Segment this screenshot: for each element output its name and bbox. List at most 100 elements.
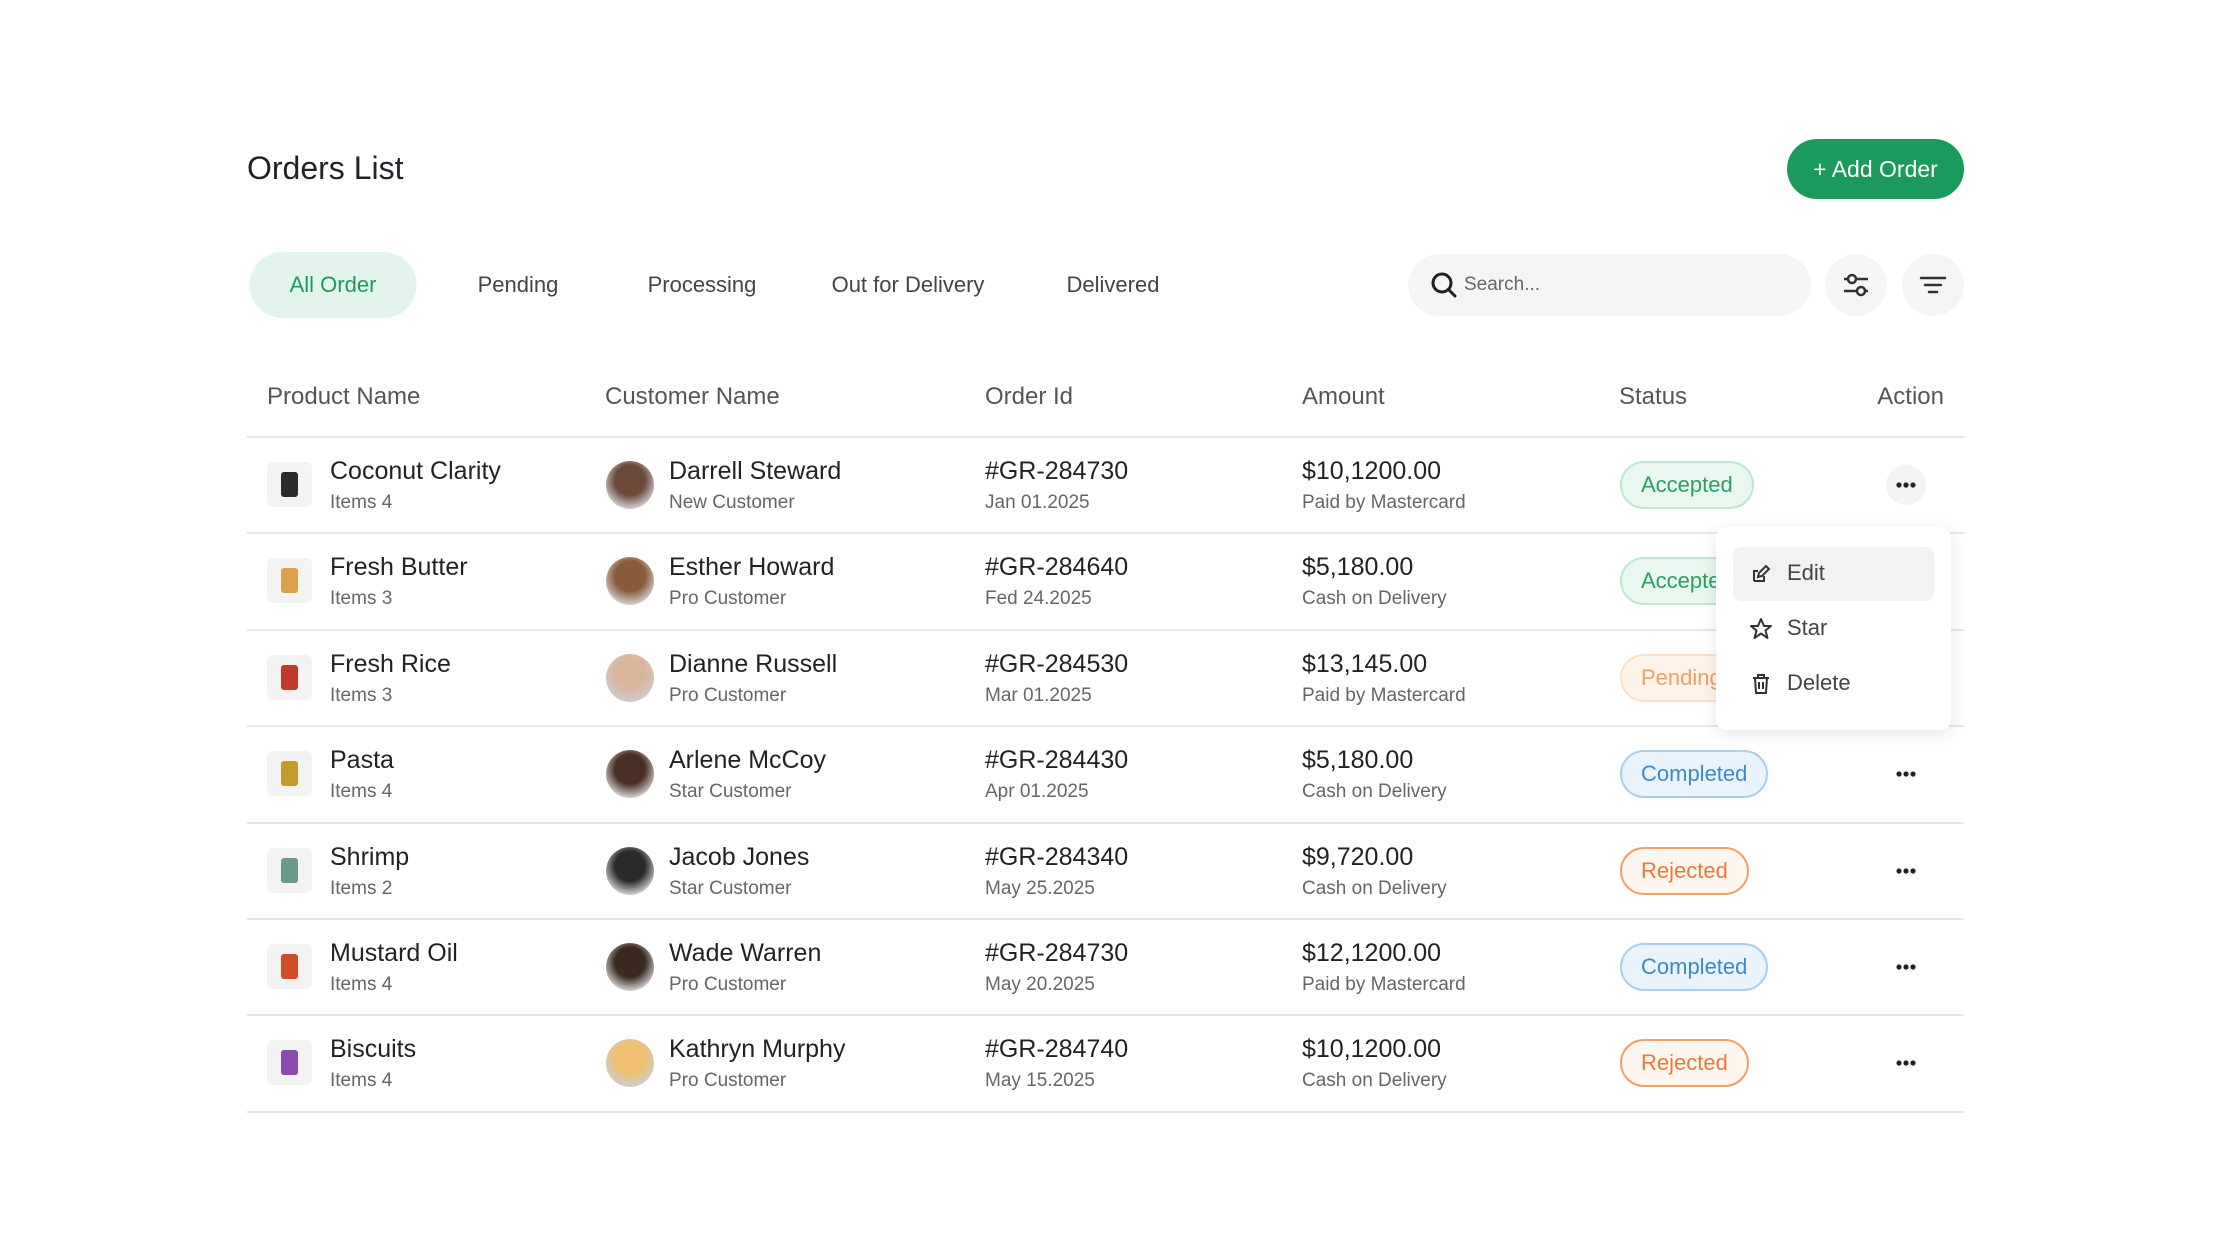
action-button[interactable] — [1886, 947, 1926, 987]
menu-item[interactable]: Edit — [1787, 560, 1825, 585]
amount: $5,180.00 — [1302, 746, 1414, 775]
customer-name: Jacob Jones — [669, 842, 810, 871]
tab[interactable]: Out for Delivery — [831, 272, 985, 297]
status-badge: Rejected — [1620, 1039, 1749, 1088]
product-image — [267, 558, 312, 604]
order-date: May 25.2025 — [985, 877, 1095, 899]
column-header: Customer Name — [605, 383, 780, 410]
product-items: Items 4 — [330, 781, 393, 803]
customer-avatar — [606, 943, 654, 991]
amount: $5,180.00 — [1302, 553, 1414, 582]
page-title: Orders List — [247, 150, 404, 186]
menu-item[interactable]: Star — [1787, 615, 1828, 640]
action-button[interactable] — [1886, 1043, 1926, 1083]
row-divider — [247, 532, 1964, 535]
product-image — [267, 462, 312, 507]
action-button[interactable] — [1886, 851, 1926, 891]
tab[interactable]: Processing — [647, 272, 757, 297]
order-date: May 15.2025 — [985, 1070, 1095, 1092]
product-icon — [281, 761, 298, 787]
product-icon — [281, 664, 298, 690]
order-date: May 20.2025 — [985, 974, 1095, 995]
more-icon — [1896, 867, 1916, 874]
customer-avatar — [606, 653, 654, 702]
column-header: Action — [1877, 383, 1944, 410]
customer-name: Wade Warren — [669, 939, 822, 967]
customer-type: Pro Customer — [669, 684, 787, 706]
more-icon — [1896, 482, 1916, 488]
order-id: #GR-284430 — [985, 746, 1129, 775]
product-image — [267, 944, 312, 989]
order-date: Apr 01.2025 — [985, 781, 1089, 803]
add-order-button[interactable]: + Add Order — [1787, 139, 1964, 199]
row-divider — [247, 1110, 1964, 1113]
menu-icon-glyph — [1753, 564, 1771, 582]
menu-icon — [1748, 671, 1774, 702]
menu-icon-glyph — [1750, 618, 1772, 639]
amount: $13,145.00 — [1302, 649, 1428, 678]
order-id: #GR-284730 — [985, 457, 1129, 485]
column-header: Amount — [1302, 383, 1385, 410]
menu-icon — [1748, 616, 1774, 647]
product-name: Shrimp — [330, 842, 410, 871]
product-image — [267, 1040, 312, 1086]
column-header: Status — [1619, 383, 1688, 410]
product-items: Items 4 — [330, 974, 393, 995]
payment-method: Paid by Mastercard — [1302, 684, 1466, 706]
customer-avatar — [606, 557, 654, 606]
column-header: Product Name — [267, 383, 421, 410]
search-icon — [1431, 272, 1457, 298]
filter-icon — [1919, 276, 1947, 294]
product-name: Pasta — [330, 746, 394, 775]
product-icon — [281, 954, 298, 979]
row-divider — [247, 821, 1964, 824]
product-image — [267, 751, 312, 797]
customer-avatar — [606, 461, 654, 509]
action-button[interactable] — [1886, 465, 1926, 505]
product-image — [267, 654, 312, 700]
amount: $10,1200.00 — [1302, 1035, 1442, 1064]
order-id: #GR-284530 — [985, 649, 1129, 678]
product-items: Items 3 — [330, 588, 393, 610]
menu-icon-glyph — [1753, 674, 1769, 694]
customer-type: Star Customer — [669, 877, 792, 899]
customer-name: Arlene McCoy — [669, 746, 826, 775]
order-id: #GR-284640 — [985, 553, 1129, 582]
sliders-icon — [1844, 273, 1868, 297]
tab[interactable]: All Order — [249, 252, 417, 318]
menu-item[interactable]: Delete — [1787, 670, 1851, 695]
row-divider — [247, 918, 1964, 920]
amount: $12,1200.00 — [1302, 939, 1442, 967]
status-badge: Completed — [1620, 750, 1769, 799]
customer-avatar — [606, 846, 654, 895]
customer-type: Pro Customer — [669, 588, 787, 610]
tab[interactable]: Delivered — [1066, 272, 1160, 297]
filter-button[interactable] — [1902, 254, 1964, 316]
customer-name: Kathryn Murphy — [669, 1035, 846, 1064]
header-divider — [247, 436, 1964, 438]
product-items: Items 2 — [330, 877, 393, 899]
product-items: Items 3 — [330, 684, 393, 706]
customer-type: Pro Customer — [669, 974, 787, 995]
column-header: Order Id — [985, 383, 1074, 410]
more-icon — [1896, 771, 1916, 777]
product-name: Fresh Rice — [330, 649, 451, 678]
status-badge: Accepted — [1620, 461, 1754, 509]
menu-highlight — [1733, 547, 1934, 601]
row-divider — [247, 1014, 1964, 1017]
product-items: Items 4 — [330, 1070, 393, 1092]
order-id: #GR-284730 — [985, 939, 1129, 967]
tab[interactable]: Pending — [477, 272, 559, 297]
settings-button[interactable] — [1825, 254, 1887, 316]
order-id: #GR-284740 — [985, 1035, 1129, 1064]
customer-type: Star Customer — [669, 781, 792, 803]
payment-method: Paid by Mastercard — [1302, 492, 1466, 513]
product-icon — [281, 857, 298, 883]
action-button[interactable] — [1886, 754, 1926, 794]
search-box[interactable] — [1408, 254, 1811, 316]
search-placeholder: Search... — [1464, 274, 1541, 295]
product-name: Biscuits — [330, 1035, 417, 1064]
row-divider — [247, 628, 1964, 631]
product-icon — [281, 568, 298, 594]
